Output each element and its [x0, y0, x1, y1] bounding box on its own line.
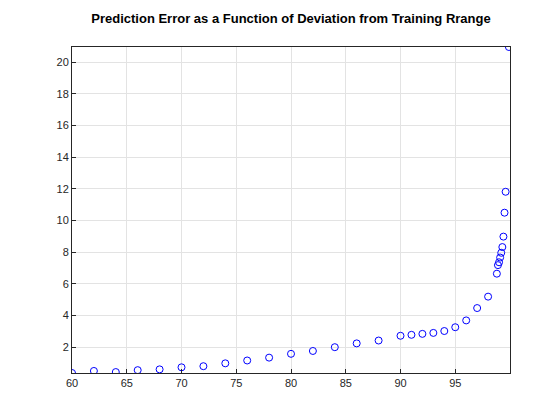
- svg-text:Prediction Error as a Function: Prediction Error as a Function of Deviat…: [91, 11, 490, 26]
- svg-text:6: 6: [63, 278, 69, 290]
- svg-text:90: 90: [394, 377, 406, 389]
- svg-text:16: 16: [57, 119, 69, 131]
- svg-text:60: 60: [66, 377, 78, 389]
- svg-text:8: 8: [63, 246, 69, 258]
- svg-text:70: 70: [175, 377, 187, 389]
- svg-text:2: 2: [63, 341, 69, 353]
- svg-text:18: 18: [57, 88, 69, 100]
- svg-text:65: 65: [121, 377, 133, 389]
- svg-text:10: 10: [57, 214, 69, 226]
- svg-text:4: 4: [63, 309, 69, 321]
- svg-text:95: 95: [449, 377, 461, 389]
- svg-text:85: 85: [340, 377, 352, 389]
- svg-text:12: 12: [57, 183, 69, 195]
- svg-text:75: 75: [230, 377, 242, 389]
- svg-text:14: 14: [57, 151, 69, 163]
- svg-text:80: 80: [285, 377, 297, 389]
- svg-text:20: 20: [57, 56, 69, 68]
